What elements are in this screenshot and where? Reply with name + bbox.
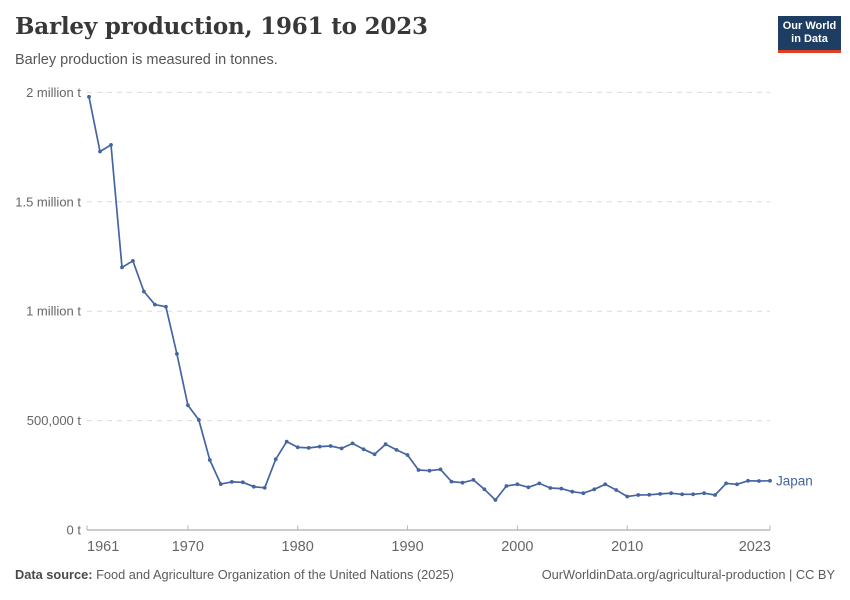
y-axis-tick-label: 1 million t: [26, 304, 81, 319]
data-point: [592, 487, 597, 492]
data-source-text: Food and Agriculture Organization of the…: [92, 567, 454, 582]
data-point: [87, 94, 91, 99]
data-point: [306, 446, 311, 450]
data-point: [207, 458, 212, 462]
y-axis-tick-label: 2 million t: [26, 85, 81, 100]
data-point: [647, 492, 652, 497]
data-point: [757, 479, 761, 483]
data-point: [372, 452, 377, 457]
data-point: [768, 478, 772, 483]
data-point: [251, 484, 256, 489]
x-axis-tick-label: 2000: [501, 539, 533, 555]
credit-and-license: OurWorldinData.org/agricultural-producti…: [541, 567, 835, 582]
chart-subtitle: Barley production is measured in tonnes.: [15, 52, 278, 68]
data-point: [394, 448, 399, 452]
x-axis-tick-label: 1990: [391, 539, 423, 555]
data-point: [164, 304, 168, 309]
data-point: [614, 488, 619, 492]
data-point: [361, 447, 366, 452]
data-point: [482, 487, 487, 492]
data-point: [724, 481, 728, 486]
chart-footer: Data source: Food and Agriculture Organi…: [15, 567, 835, 582]
data-point: [317, 444, 322, 449]
data-point: [680, 492, 684, 497]
y-axis-tick-label: 1.5 million t: [15, 194, 81, 209]
data-line-japan: [88, 95, 771, 501]
owid-logo-line1: Our World: [782, 20, 837, 32]
data-point: [570, 489, 575, 494]
data-point: [603, 482, 608, 487]
data-point: [449, 479, 454, 484]
data-point: [295, 445, 300, 450]
data-point: [120, 265, 124, 270]
data-point: [273, 457, 278, 462]
y-axis-tick-label: 0 t: [67, 523, 82, 538]
owid-logo: Our World in Data: [778, 16, 841, 53]
data-point: [471, 478, 476, 482]
data-point: [746, 478, 750, 483]
data-point: [218, 482, 223, 486]
data-point: [229, 480, 234, 484]
data-point: [438, 467, 443, 472]
x-axis-tick-label: 2023: [739, 539, 771, 555]
series-end-label: Japan: [776, 473, 813, 488]
data-point: [240, 480, 245, 485]
data-point: [284, 439, 289, 444]
data-point: [98, 149, 102, 154]
x-axis-tick-label: 1961: [87, 539, 119, 555]
data-point: [350, 441, 355, 446]
data-point: [636, 493, 641, 497]
data-point: [581, 491, 586, 496]
data-point: [405, 453, 410, 457]
data-point: [735, 482, 739, 487]
data-point: [702, 491, 706, 496]
x-axis-tick-label: 1970: [172, 539, 204, 555]
data-point: [131, 259, 135, 263]
data-point: [504, 484, 509, 488]
data-point: [109, 143, 113, 147]
data-point: [559, 486, 564, 491]
data-point: [175, 352, 179, 356]
x-axis-tick-label: 2010: [611, 539, 643, 555]
data-point: [691, 492, 695, 497]
data-point: [526, 485, 531, 490]
data-point: [493, 498, 498, 502]
data-point: [262, 485, 267, 490]
owid-logo-line2: in Data: [791, 33, 828, 45]
data-point: [537, 481, 542, 486]
data-source-label: Data source:: [15, 567, 93, 582]
data-point: [142, 289, 146, 294]
data-point: [427, 468, 432, 473]
data-point: [328, 444, 333, 448]
data-point: [186, 403, 190, 408]
data-point: [339, 446, 344, 451]
x-axis-tick-label: 1980: [282, 539, 314, 555]
data-point: [713, 493, 717, 497]
data-source-note: Data source: Food and Agriculture Organi…: [15, 567, 454, 582]
data-point: [196, 418, 201, 422]
data-point: [515, 482, 520, 487]
data-point: [669, 491, 673, 496]
page-title: Barley production, 1961 to 2023: [15, 13, 428, 40]
data-point: [548, 486, 553, 490]
data-point: [383, 442, 388, 447]
data-point: [625, 494, 630, 499]
y-axis-tick-label: 500,000 t: [27, 413, 82, 428]
data-point: [416, 468, 421, 472]
data-point: [658, 492, 663, 496]
data-point: [460, 480, 465, 485]
data-point: [153, 302, 157, 307]
